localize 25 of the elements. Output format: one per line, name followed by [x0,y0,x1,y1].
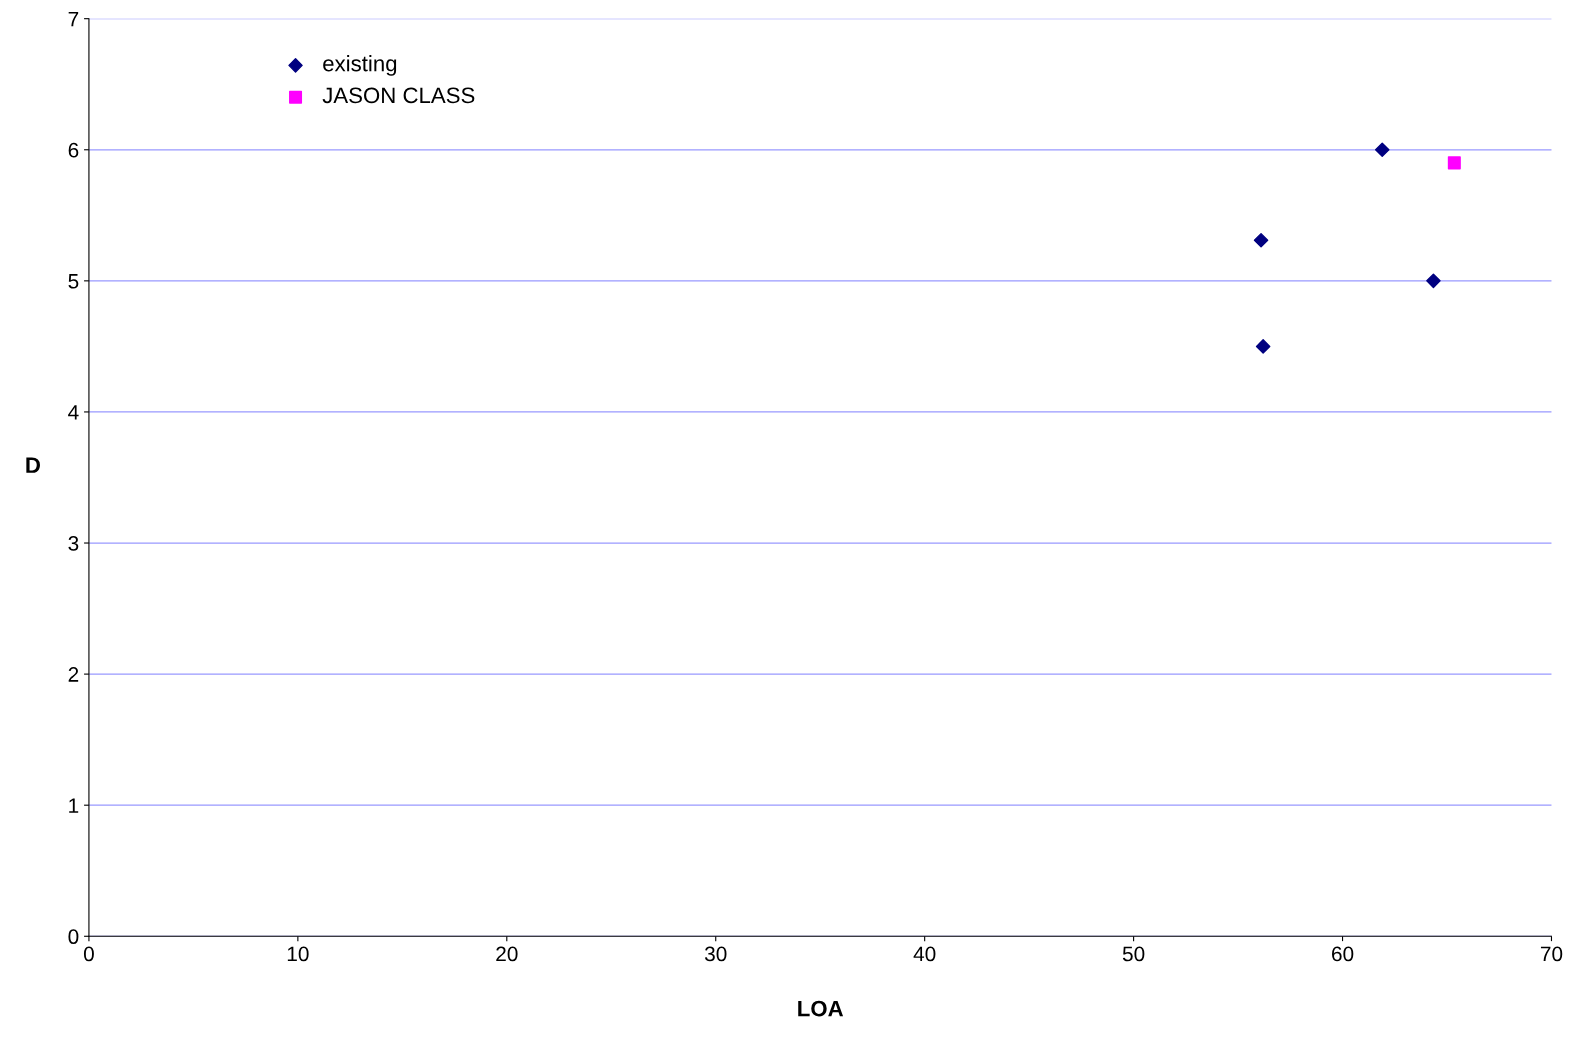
y-tick-label: 4 [68,405,79,420]
y-tick-label: 2 [68,667,79,682]
x-tick-label: 20 [496,946,518,962]
x-tick-label: 60 [1332,946,1354,962]
point [1253,232,1269,248]
point [1426,273,1441,289]
point [1374,142,1390,158]
x-tick-label: 10 [287,946,309,962]
legend-label: existing [323,55,397,76]
x-tick-label: 30 [704,946,727,962]
y-tick-label: 5 [68,274,79,289]
y-tick-label: 1 [69,798,79,813]
x-tick-label: 0 [83,946,94,962]
x-axis-title: LOA [798,1000,844,1017]
y-tick-label: 0 [68,929,79,945]
point [1255,339,1271,354]
y-tick-label: 3 [68,536,79,551]
point [1447,156,1461,170]
x-tick-label: 40 [913,946,936,962]
y-tick-label: 7 [68,11,79,27]
y-tick-label: 6 [68,142,79,158]
y-axis-title: D [26,457,40,473]
x-tick-label: 50 [1122,946,1145,962]
legend-label: JASON CLASS [322,87,475,104]
x-tick-label: 70 [1540,946,1563,962]
